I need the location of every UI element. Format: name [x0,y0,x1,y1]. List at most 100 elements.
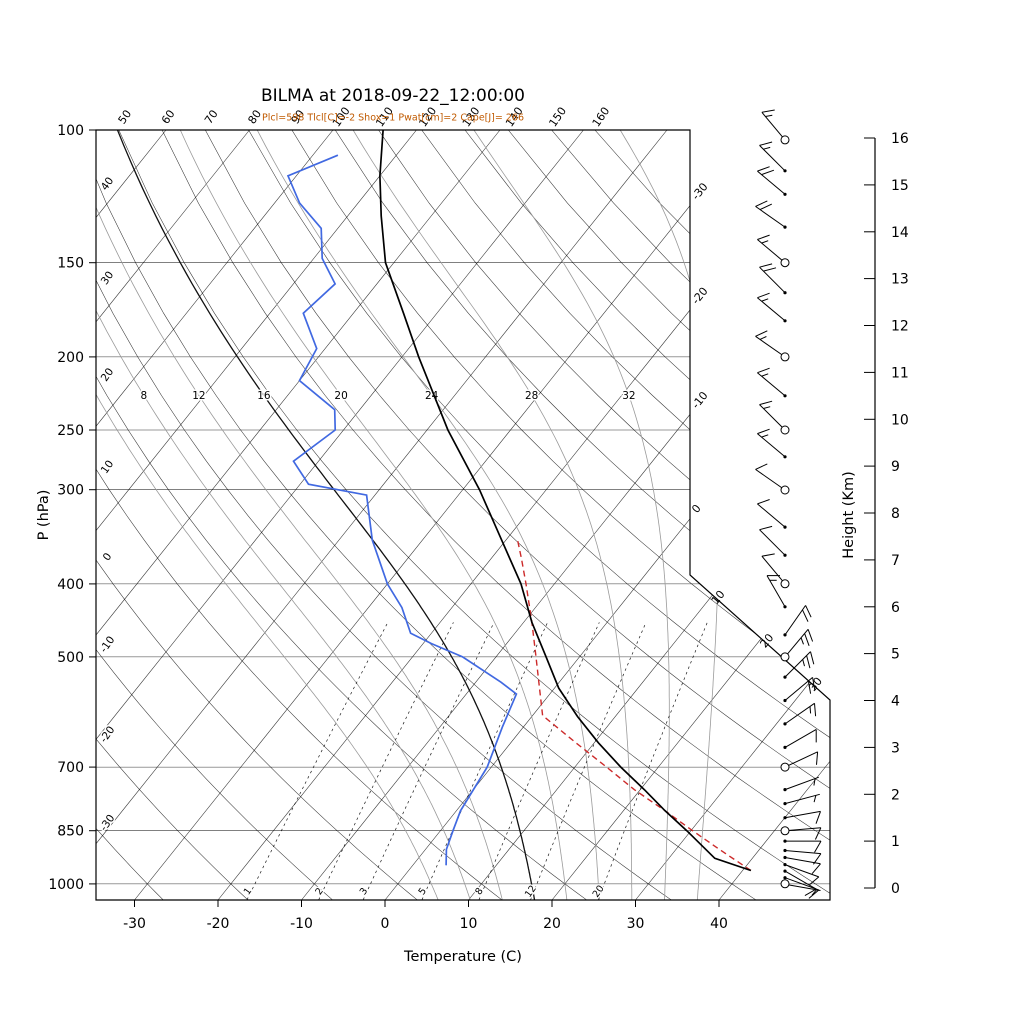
station-level-circle [780,485,790,495]
mixing-ratio-label: 2 [313,886,325,897]
wind-level-dot [783,816,787,820]
moist-adiabat-label: 16 [257,390,271,402]
isotherm-label: -20 [689,285,710,307]
moist-adiabat-label: 20 [334,390,347,402]
pressure-tick-label: 850 [57,824,84,840]
wind-level-dot [783,525,787,529]
isotherm-label: 20 [757,631,776,650]
wind-level-dot [783,291,787,295]
station-level-circle [780,135,790,145]
wind-level-dot [783,863,787,867]
height-tick-label: 14 [891,225,909,241]
wind-level-dot [783,788,787,792]
pressure-tick-label: 1000 [48,877,84,893]
dry-adiabat-label: 150 [546,105,569,130]
isotherms [96,130,830,900]
dry-adiabat-label: 40 [99,175,117,193]
dry-adiabat-label: 160 [590,105,613,130]
temperature-axis: -30 -20 -10 0 10 20 30 40 [123,900,728,932]
isotherm-label: -10 [689,389,710,411]
chart-subtitle: Plcl=598 Tlcl[C]=-2 Shox=1 Pwat[cm]=2 Ca… [262,112,524,124]
height-tick-label: 16 [891,131,909,147]
height-tick-label: 7 [891,553,900,569]
wind-level-dot [783,745,787,750]
height-tick-label: 3 [891,740,900,756]
height-tick-label: 6 [891,600,900,616]
temperature-tick-label: 40 [710,916,728,932]
moist-adiabat-label: 12 [192,390,205,402]
height-tick-label: 8 [891,506,900,522]
wind-level-dot [783,225,787,229]
station-level-circle [780,826,790,836]
height-tick-label: 12 [891,319,909,335]
dry-adiabat-label: 0 [101,551,115,563]
plot-border [95,129,831,901]
isotherm-label: 10 [709,588,728,607]
height-tick-label: 9 [891,459,900,475]
pressure-tick-label: 200 [57,350,84,366]
height-tick-label: 13 [891,272,909,288]
station-level-circle [780,579,790,589]
dry-adiabat-label: 50 [116,108,135,127]
pressure-axis-label: P (hPa) [36,489,52,541]
temperature-tick-label: 0 [381,916,390,932]
emphasized-moist-adiabat [116,130,536,900]
height-axis-label: Height (Km) [841,471,857,559]
temperature-tick-label: 10 [460,916,478,932]
temperature-tick-label: -30 [123,916,146,932]
moist-adiabat-label: 28 [525,390,538,402]
pressure-tick-label: 400 [57,577,84,593]
mixing-ratio-label: 12 [523,883,539,899]
mixing-ratio-label: 20 [591,883,607,899]
wind-level-dot [783,319,787,323]
grid-line-labels: 50 60 70 80 90 100 110 120 130 140 150 160403020100… [96,105,825,901]
wind-level-dot [783,855,787,860]
pressure-tick-label: 700 [57,760,84,776]
dry-adiabat-label: -20 [98,724,118,745]
mixing-ratio-lines [246,622,708,900]
wind-level-dot [783,675,787,679]
pressure-tick-label: 250 [57,423,84,439]
station-level-circle [780,425,790,435]
temperature-curve [379,130,752,872]
dry-adiabats [96,130,830,900]
pressure-tick-label: 150 [57,256,84,272]
height-tick-label: 1 [891,834,900,850]
height-tick-label: 5 [891,647,900,663]
height-tick-label: 0 [891,881,900,897]
station-level-circle [780,258,790,268]
temperature-tick-label: 20 [543,916,561,932]
wind-level-dot [783,633,787,637]
wind-level-dot [783,455,787,459]
dry-adiabat-label: 60 [159,108,178,127]
wind-level-dot [783,698,787,703]
wind-level-dot [783,722,787,726]
station-level-circle [780,352,790,362]
height-tick-label: 4 [891,694,900,710]
moist-adiabat-label: 8 [141,390,148,402]
pressure-axis: 100 150 200 250 300 400 500 700 850 1000 [48,123,96,893]
sounding-curves [286,130,752,872]
temperature-tick-label: 30 [627,916,645,932]
height-tick-label: 11 [891,365,909,381]
isobars [96,130,830,885]
height-tick-label: 10 [891,412,909,428]
isotherm-label: 0 [689,502,704,516]
wind-level-dot [783,605,787,609]
station-level-circle [780,879,790,889]
grid-lines [96,130,830,900]
wind-level-dot [783,869,787,873]
dry-adiabat-label: 70 [202,108,221,127]
wind-level-dot [783,169,787,173]
dry-adiabat-label: 30 [99,269,117,287]
pressure-tick-label: 300 [57,483,84,499]
temperature-axis-label: Temperature (C) [404,949,522,965]
dry-adiabat-label: 10 [99,458,117,476]
pressure-tick-label: 500 [57,650,84,666]
dry-adiabat-label: -10 [98,634,118,655]
station-level-circle [780,762,790,772]
temperature-tick-label: -20 [207,916,230,932]
